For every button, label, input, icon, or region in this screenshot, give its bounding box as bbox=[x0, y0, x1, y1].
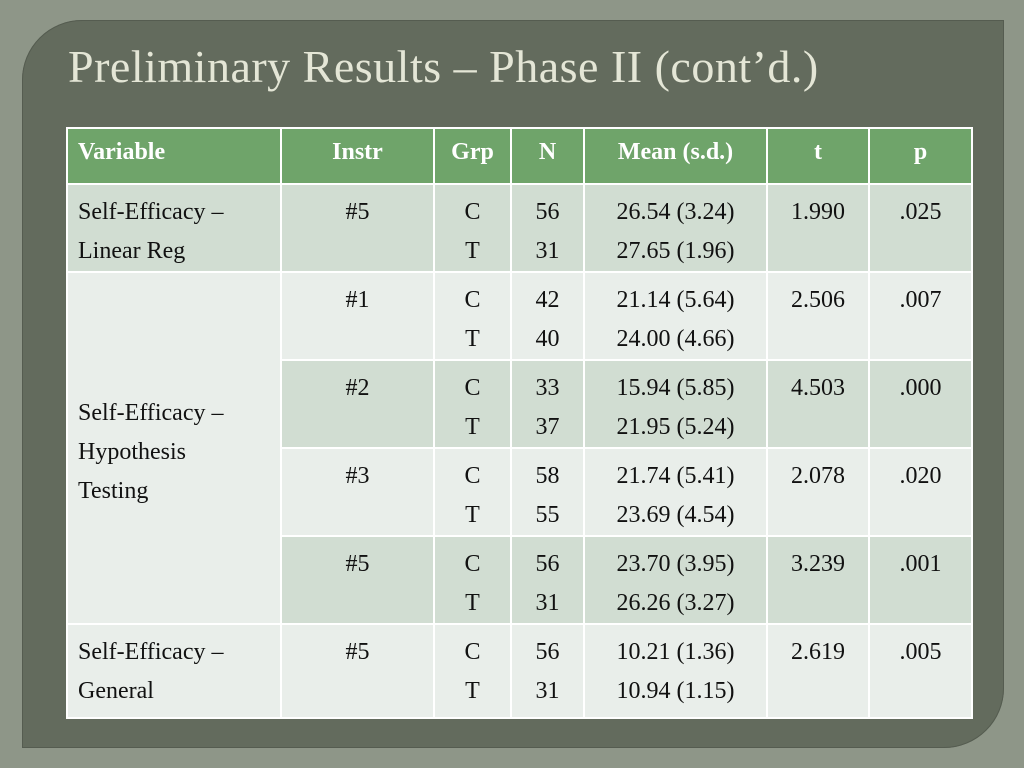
column-header-variable: Variable bbox=[66, 127, 282, 185]
t-cell: 2.619 bbox=[766, 623, 870, 719]
grp-cell: C T bbox=[433, 271, 512, 361]
t-cell: 3.239 bbox=[766, 535, 870, 625]
grp-cell: C T bbox=[433, 359, 512, 449]
p-cell: .005 bbox=[868, 623, 973, 719]
instr-cell: #5 bbox=[280, 183, 435, 273]
column-header-instr: Instr bbox=[280, 127, 435, 185]
instr-cell: #3 bbox=[280, 447, 435, 537]
table-row: #3 C T 58 55 21.74 (5.41) 23.69 (4.54) 2… bbox=[67, 447, 973, 537]
results-table: Variable Instr Grp N Mean (s.d.) t p Sel… bbox=[66, 127, 973, 719]
table-row: #2 C T 33 37 15.94 (5.85) 21.95 (5.24) 4… bbox=[67, 359, 973, 449]
grp-cell: C T bbox=[433, 623, 512, 719]
p-cell: .000 bbox=[868, 359, 973, 449]
p-cell: .025 bbox=[868, 183, 973, 273]
table-row: Self-Efficacy – Hypothesis Testing #1 C … bbox=[66, 271, 973, 625]
column-header-t: t bbox=[766, 127, 870, 185]
t-cell: 2.078 bbox=[766, 447, 870, 537]
t-cell: 1.990 bbox=[766, 183, 870, 273]
mean-cell: 15.94 (5.85) 21.95 (5.24) bbox=[583, 359, 768, 449]
instr-cell: #1 bbox=[280, 271, 435, 361]
mean-cell: 10.21 (1.36) 10.94 (1.15) bbox=[583, 623, 768, 719]
n-cell: 42 40 bbox=[510, 271, 585, 361]
table-row: Self-Efficacy – Linear Reg #5 C T 56 31 … bbox=[66, 183, 973, 273]
column-header-grp: Grp bbox=[433, 127, 512, 185]
instr-cell: #5 bbox=[280, 623, 435, 719]
grp-cell: C T bbox=[433, 447, 512, 537]
instr-cell: #2 bbox=[280, 359, 435, 449]
table-header-row: Variable Instr Grp N Mean (s.d.) t p bbox=[66, 127, 973, 185]
n-cell: 56 31 bbox=[510, 535, 585, 625]
p-cell: .001 bbox=[868, 535, 973, 625]
instr-cell: #5 bbox=[280, 535, 435, 625]
p-cell: .020 bbox=[868, 447, 973, 537]
grp-cell: C T bbox=[433, 535, 512, 625]
grp-cell: C T bbox=[433, 183, 512, 273]
column-header-p: p bbox=[868, 127, 973, 185]
mean-cell: 23.70 (3.95) 26.26 (3.27) bbox=[583, 535, 768, 625]
variable-cell: Self-Efficacy – Linear Reg bbox=[66, 183, 282, 273]
column-header-mean: Mean (s.d.) bbox=[583, 127, 768, 185]
t-cell: 2.506 bbox=[766, 271, 870, 361]
variable-cell: Self-Efficacy – Hypothesis Testing bbox=[66, 271, 282, 625]
mean-cell: 21.74 (5.41) 23.69 (4.54) bbox=[583, 447, 768, 537]
slide-title: Preliminary Results – Phase II (cont’d.) bbox=[68, 41, 819, 92]
table-row: Self-Efficacy – General #5 C T 56 31 10.… bbox=[66, 623, 973, 719]
n-cell: 56 31 bbox=[510, 623, 585, 719]
variable-cell: Self-Efficacy – General bbox=[66, 623, 282, 719]
t-cell: 4.503 bbox=[766, 359, 870, 449]
n-cell: 33 37 bbox=[510, 359, 585, 449]
p-cell: .007 bbox=[868, 271, 973, 361]
n-cell: 56 31 bbox=[510, 183, 585, 273]
column-header-n: N bbox=[510, 127, 585, 185]
mean-cell: 26.54 (3.24) 27.65 (1.96) bbox=[583, 183, 768, 273]
mean-cell: 21.14 (5.64) 24.00 (4.66) bbox=[583, 271, 768, 361]
table-row: #5 C T 56 31 23.70 (3.95) 26.26 (3.27) 3… bbox=[67, 535, 973, 625]
n-cell: 58 55 bbox=[510, 447, 585, 537]
